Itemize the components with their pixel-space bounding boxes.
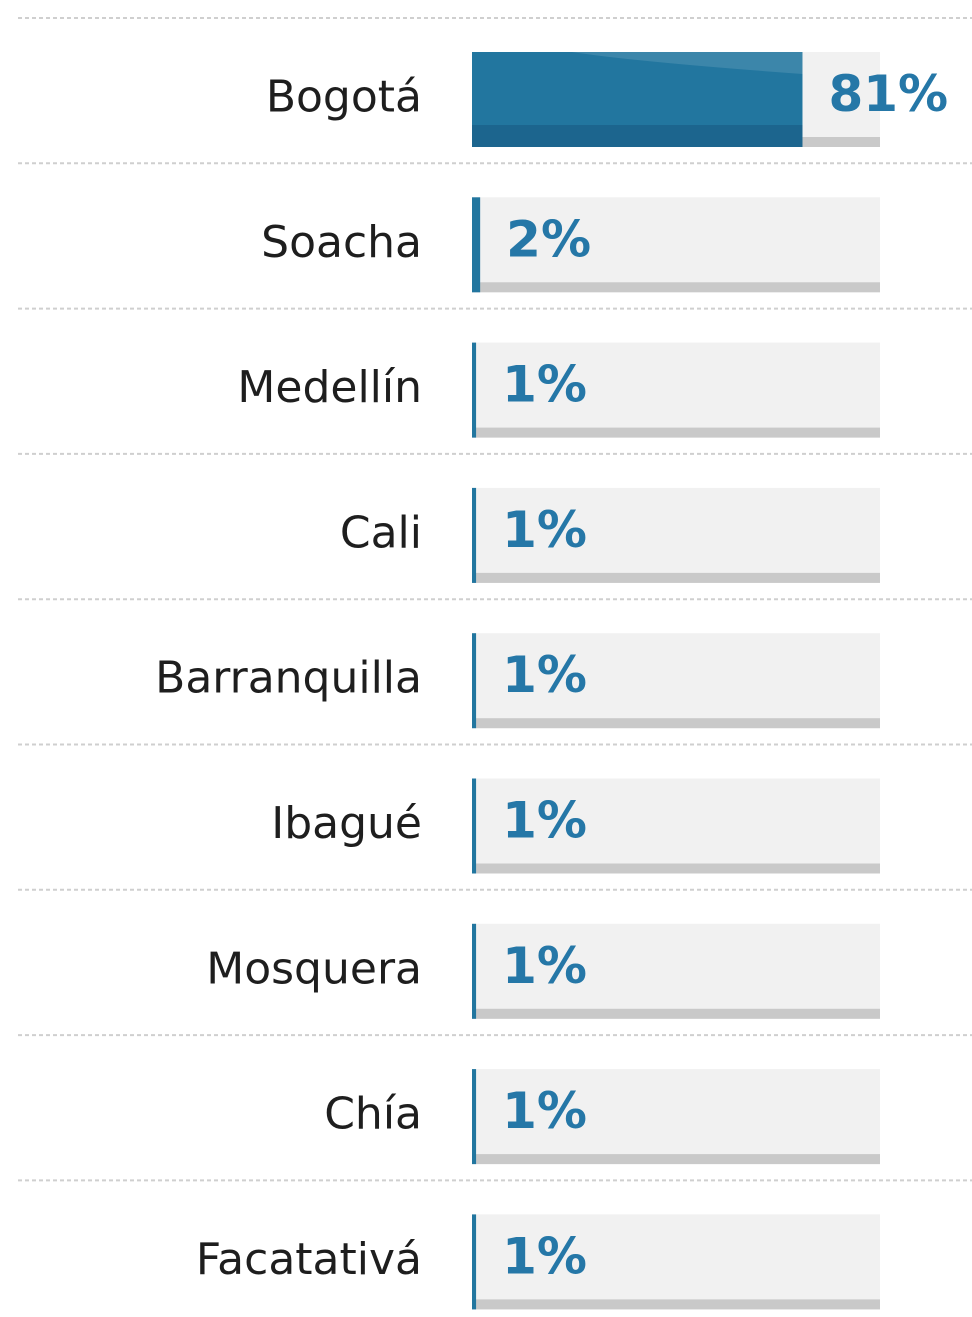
bar-track-shadow xyxy=(472,282,880,293)
bar xyxy=(472,487,477,583)
category-label: Bogotá xyxy=(266,72,422,123)
value-label: 1% xyxy=(502,501,587,559)
category-label: Chía xyxy=(324,1089,422,1140)
bar-track xyxy=(472,633,880,729)
bar xyxy=(472,778,477,874)
value-label: 1% xyxy=(502,937,587,995)
value-label: 81% xyxy=(828,65,948,123)
value-label: 1% xyxy=(502,356,587,414)
category-label: Facatativá xyxy=(196,1234,422,1285)
category-label: Cali xyxy=(340,507,422,558)
value-label: 1% xyxy=(502,1082,587,1140)
value-label: 2% xyxy=(506,210,591,268)
bar-track-shadow xyxy=(472,718,880,729)
bar-gloss xyxy=(472,52,803,74)
bar-track xyxy=(472,342,880,438)
category-label: Barranquilla xyxy=(155,653,422,704)
bar xyxy=(472,633,477,729)
bar xyxy=(472,197,481,293)
bar-track xyxy=(472,487,880,583)
bar xyxy=(472,923,477,1019)
value-label: 1% xyxy=(502,646,587,704)
category-label: Medellín xyxy=(237,362,422,413)
bar-shade xyxy=(472,125,803,147)
bar xyxy=(472,1214,477,1310)
bar-track xyxy=(472,197,880,293)
bar-track xyxy=(472,778,880,874)
category-label: Ibagué xyxy=(271,798,422,849)
category-label: Mosquera xyxy=(206,943,422,994)
bar-track xyxy=(472,1069,880,1165)
bar-track-shadow xyxy=(472,427,880,438)
bar xyxy=(472,1069,477,1165)
bar-track-shadow xyxy=(472,1008,880,1019)
bar-track-shadow xyxy=(472,1299,880,1310)
bar-track-shadow xyxy=(472,572,880,583)
value-label: 1% xyxy=(502,792,587,850)
value-label: 1% xyxy=(502,1227,587,1285)
category-label: Soacha xyxy=(261,217,422,268)
bar-track-shadow xyxy=(472,1154,880,1165)
bar-track-shadow xyxy=(472,863,880,874)
bar-track xyxy=(472,1214,880,1310)
bar-track xyxy=(472,923,880,1019)
bar xyxy=(472,342,477,438)
